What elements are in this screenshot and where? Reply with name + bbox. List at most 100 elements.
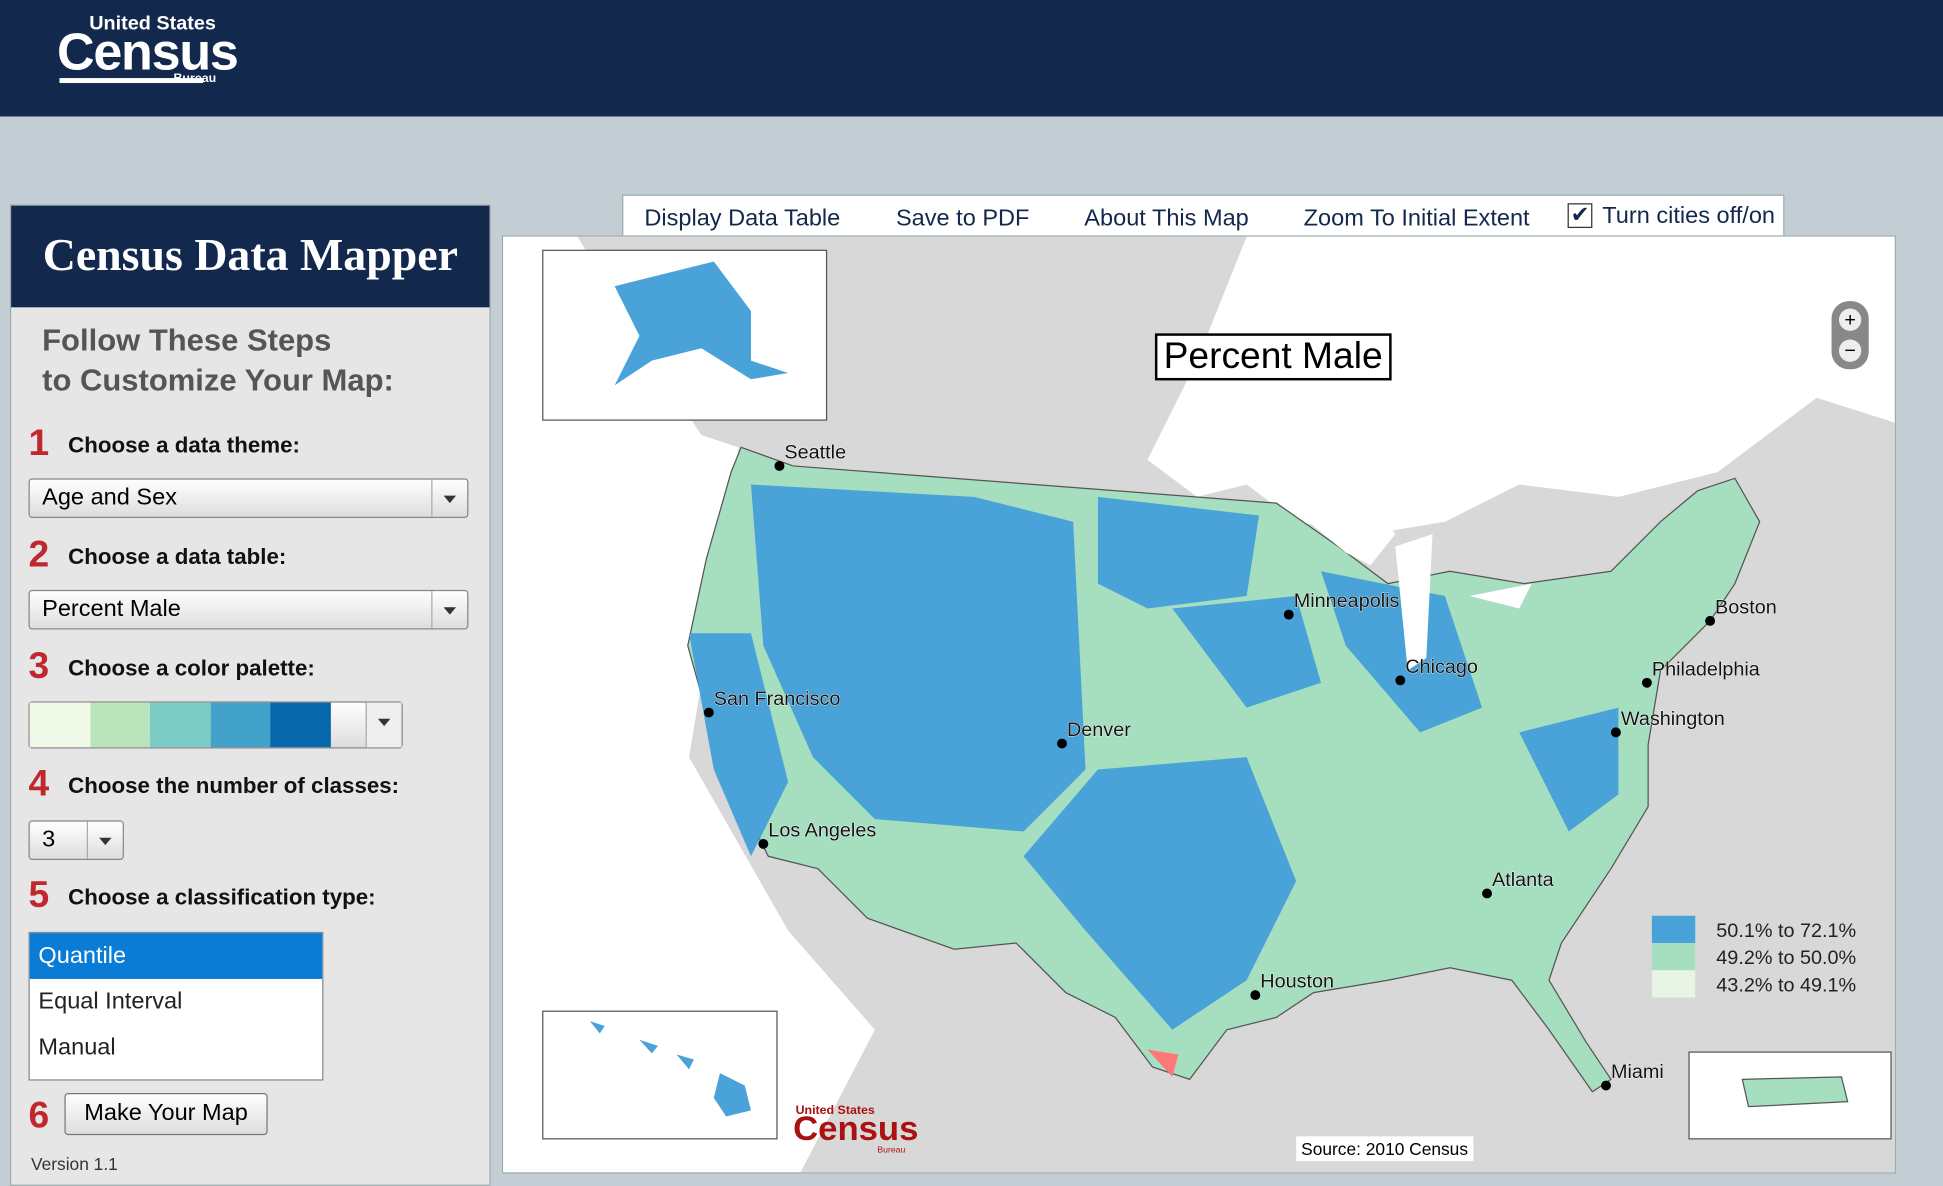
- logo-bottom: Bureau: [173, 71, 217, 86]
- city-dot: [1482, 888, 1492, 899]
- city-dot: [1705, 615, 1716, 626]
- dropdown-arrow: [365, 702, 402, 748]
- water: [1147, 236, 1895, 535]
- intro: Follow These Steps: [42, 323, 332, 359]
- version: Version 1.1: [30, 1153, 118, 1174]
- map-title: Percent Male: [1154, 333, 1392, 381]
- select-value: 3: [42, 826, 56, 853]
- classification-option[interactable]: Manual: [38, 1034, 116, 1061]
- step-number: 2: [28, 534, 50, 575]
- city-label: Houston: [1260, 971, 1334, 993]
- legend-label: 49.2% to 50.0%: [1716, 947, 1856, 969]
- legend-label: 50.1% to 72.1%: [1716, 920, 1856, 942]
- dropdown-arrow: [431, 591, 467, 629]
- toolbar-link[interactable]: Display Data Table: [644, 205, 841, 232]
- city-dot: [703, 707, 714, 718]
- zoom-in-icon: +: [1844, 309, 1856, 331]
- legend-swatch: [1651, 915, 1696, 944]
- step-label: Choose a data table:: [68, 544, 287, 569]
- city-dot: [1250, 990, 1261, 1001]
- intro: to Customize Your Map:: [42, 363, 394, 398]
- header: United States Census Bureau: [0, 0, 1943, 117]
- blue-counties: [688, 484, 1619, 1030]
- palette-swatch: [210, 702, 271, 748]
- legend-swatch: [1651, 970, 1696, 998]
- palette-select[interactable]: [28, 701, 403, 749]
- city-label: Washington: [1621, 708, 1725, 730]
- legend-label: 43.2% to 49.1%: [1716, 974, 1856, 996]
- legend-swatch: [1651, 943, 1696, 971]
- dropdown-arrow: [86, 821, 123, 859]
- map-logo-main: Census: [793, 1109, 919, 1148]
- source: Source: 2010 Census: [1296, 1136, 1473, 1162]
- map-panel: Seattle Minneapolis Boston Chicago Philadelp…: [501, 235, 1896, 1174]
- map: Seattle Minneapolis Boston Chicago Philadelp…: [503, 236, 1895, 1173]
- city-dot: [1601, 1080, 1611, 1091]
- palette-swatch: [89, 702, 150, 748]
- city-dot: [758, 838, 769, 849]
- classification-option[interactable]: Equal Interval: [38, 988, 183, 1015]
- step-number: 4: [28, 763, 50, 805]
- region: [688, 633, 789, 857]
- city-label: Boston: [1715, 596, 1777, 618]
- classification-list: Quantile Equal Interval Manual: [28, 931, 324, 1081]
- table-select[interactable]: Percent Male: [28, 589, 469, 630]
- theme-select[interactable]: Age and Sex: [28, 478, 469, 518]
- city-label: Los Angeles: [768, 819, 876, 841]
- step-number: 5: [28, 874, 50, 916]
- step-number: 3: [28, 645, 50, 687]
- step-label: Choose the number of classes:: [68, 773, 400, 799]
- step-number: 6: [28, 1095, 50, 1137]
- checkbox-label: Turn cities off/on: [1602, 203, 1776, 230]
- highlight: [1147, 1049, 1179, 1077]
- logo-main: Census: [57, 22, 239, 81]
- classification-option[interactable]: Quantile: [29, 933, 323, 979]
- make-map-button[interactable]: Make Your Map: [64, 1092, 268, 1136]
- logo-top: United States: [89, 13, 216, 35]
- toolbar-link[interactable]: Save to PDF: [895, 205, 1030, 232]
- city-dot: [1283, 609, 1294, 620]
- region: [1023, 757, 1297, 1030]
- great-lakes: [1308, 503, 1532, 671]
- sidebar-title: Census Data Mapper: [11, 205, 490, 308]
- city-dot: [1610, 727, 1621, 738]
- city-label: Miami: [1611, 1061, 1664, 1083]
- logo-bar: [59, 78, 204, 84]
- hawaii: [589, 1021, 751, 1117]
- zoom-out[interactable]: [1838, 339, 1862, 362]
- sidebar: Census Data Mapper Follow These Steps to…: [9, 204, 491, 1186]
- city-label: Denver: [1067, 719, 1131, 741]
- select-value: Age and Sex: [42, 484, 177, 511]
- region: [1320, 571, 1483, 733]
- map-logo-top: United States: [795, 1104, 875, 1118]
- city-label: Minneapolis: [1294, 590, 1400, 612]
- toolbar-link[interactable]: Zoom To Initial Extent: [1303, 205, 1530, 232]
- city-label: Atlanta: [1492, 869, 1555, 891]
- hawaii-inset: [542, 1010, 778, 1140]
- city-dot: [774, 460, 785, 471]
- toolbar-link[interactable]: About This Map: [1084, 205, 1249, 232]
- legend: 50.1% to 72.1% 49.2% to 50.0% 43.2% to 49.…: [1651, 915, 1856, 998]
- city-label: Seattle: [784, 442, 846, 464]
- region: [1097, 496, 1260, 609]
- step-number: 1: [28, 422, 50, 464]
- region: [750, 484, 1086, 832]
- select-value: Percent Male: [42, 596, 181, 623]
- puerto-rico: [1741, 1076, 1849, 1108]
- cities: Seattle Minneapolis Boston Chicago Philadelp…: [703, 441, 1777, 1091]
- toolbar: ✔ Turn cities off/on Display Data Table S…: [622, 194, 1785, 237]
- cities-checkbox[interactable]: ✔: [1567, 203, 1593, 229]
- alaska: [614, 261, 789, 386]
- ocean: [503, 236, 875, 1173]
- map-logo-bottom: Bureau: [877, 1146, 906, 1155]
- zoom-in[interactable]: [1838, 308, 1862, 331]
- city-dot: [1641, 677, 1652, 688]
- city-label: Chicago: [1405, 656, 1478, 678]
- step-label: Choose a data theme:: [68, 432, 300, 458]
- classes-select[interactable]: 3: [28, 820, 124, 861]
- city-label: Philadelphia: [1652, 658, 1761, 680]
- palette-swatch: [29, 702, 90, 748]
- dropdown-arrow: [431, 479, 467, 517]
